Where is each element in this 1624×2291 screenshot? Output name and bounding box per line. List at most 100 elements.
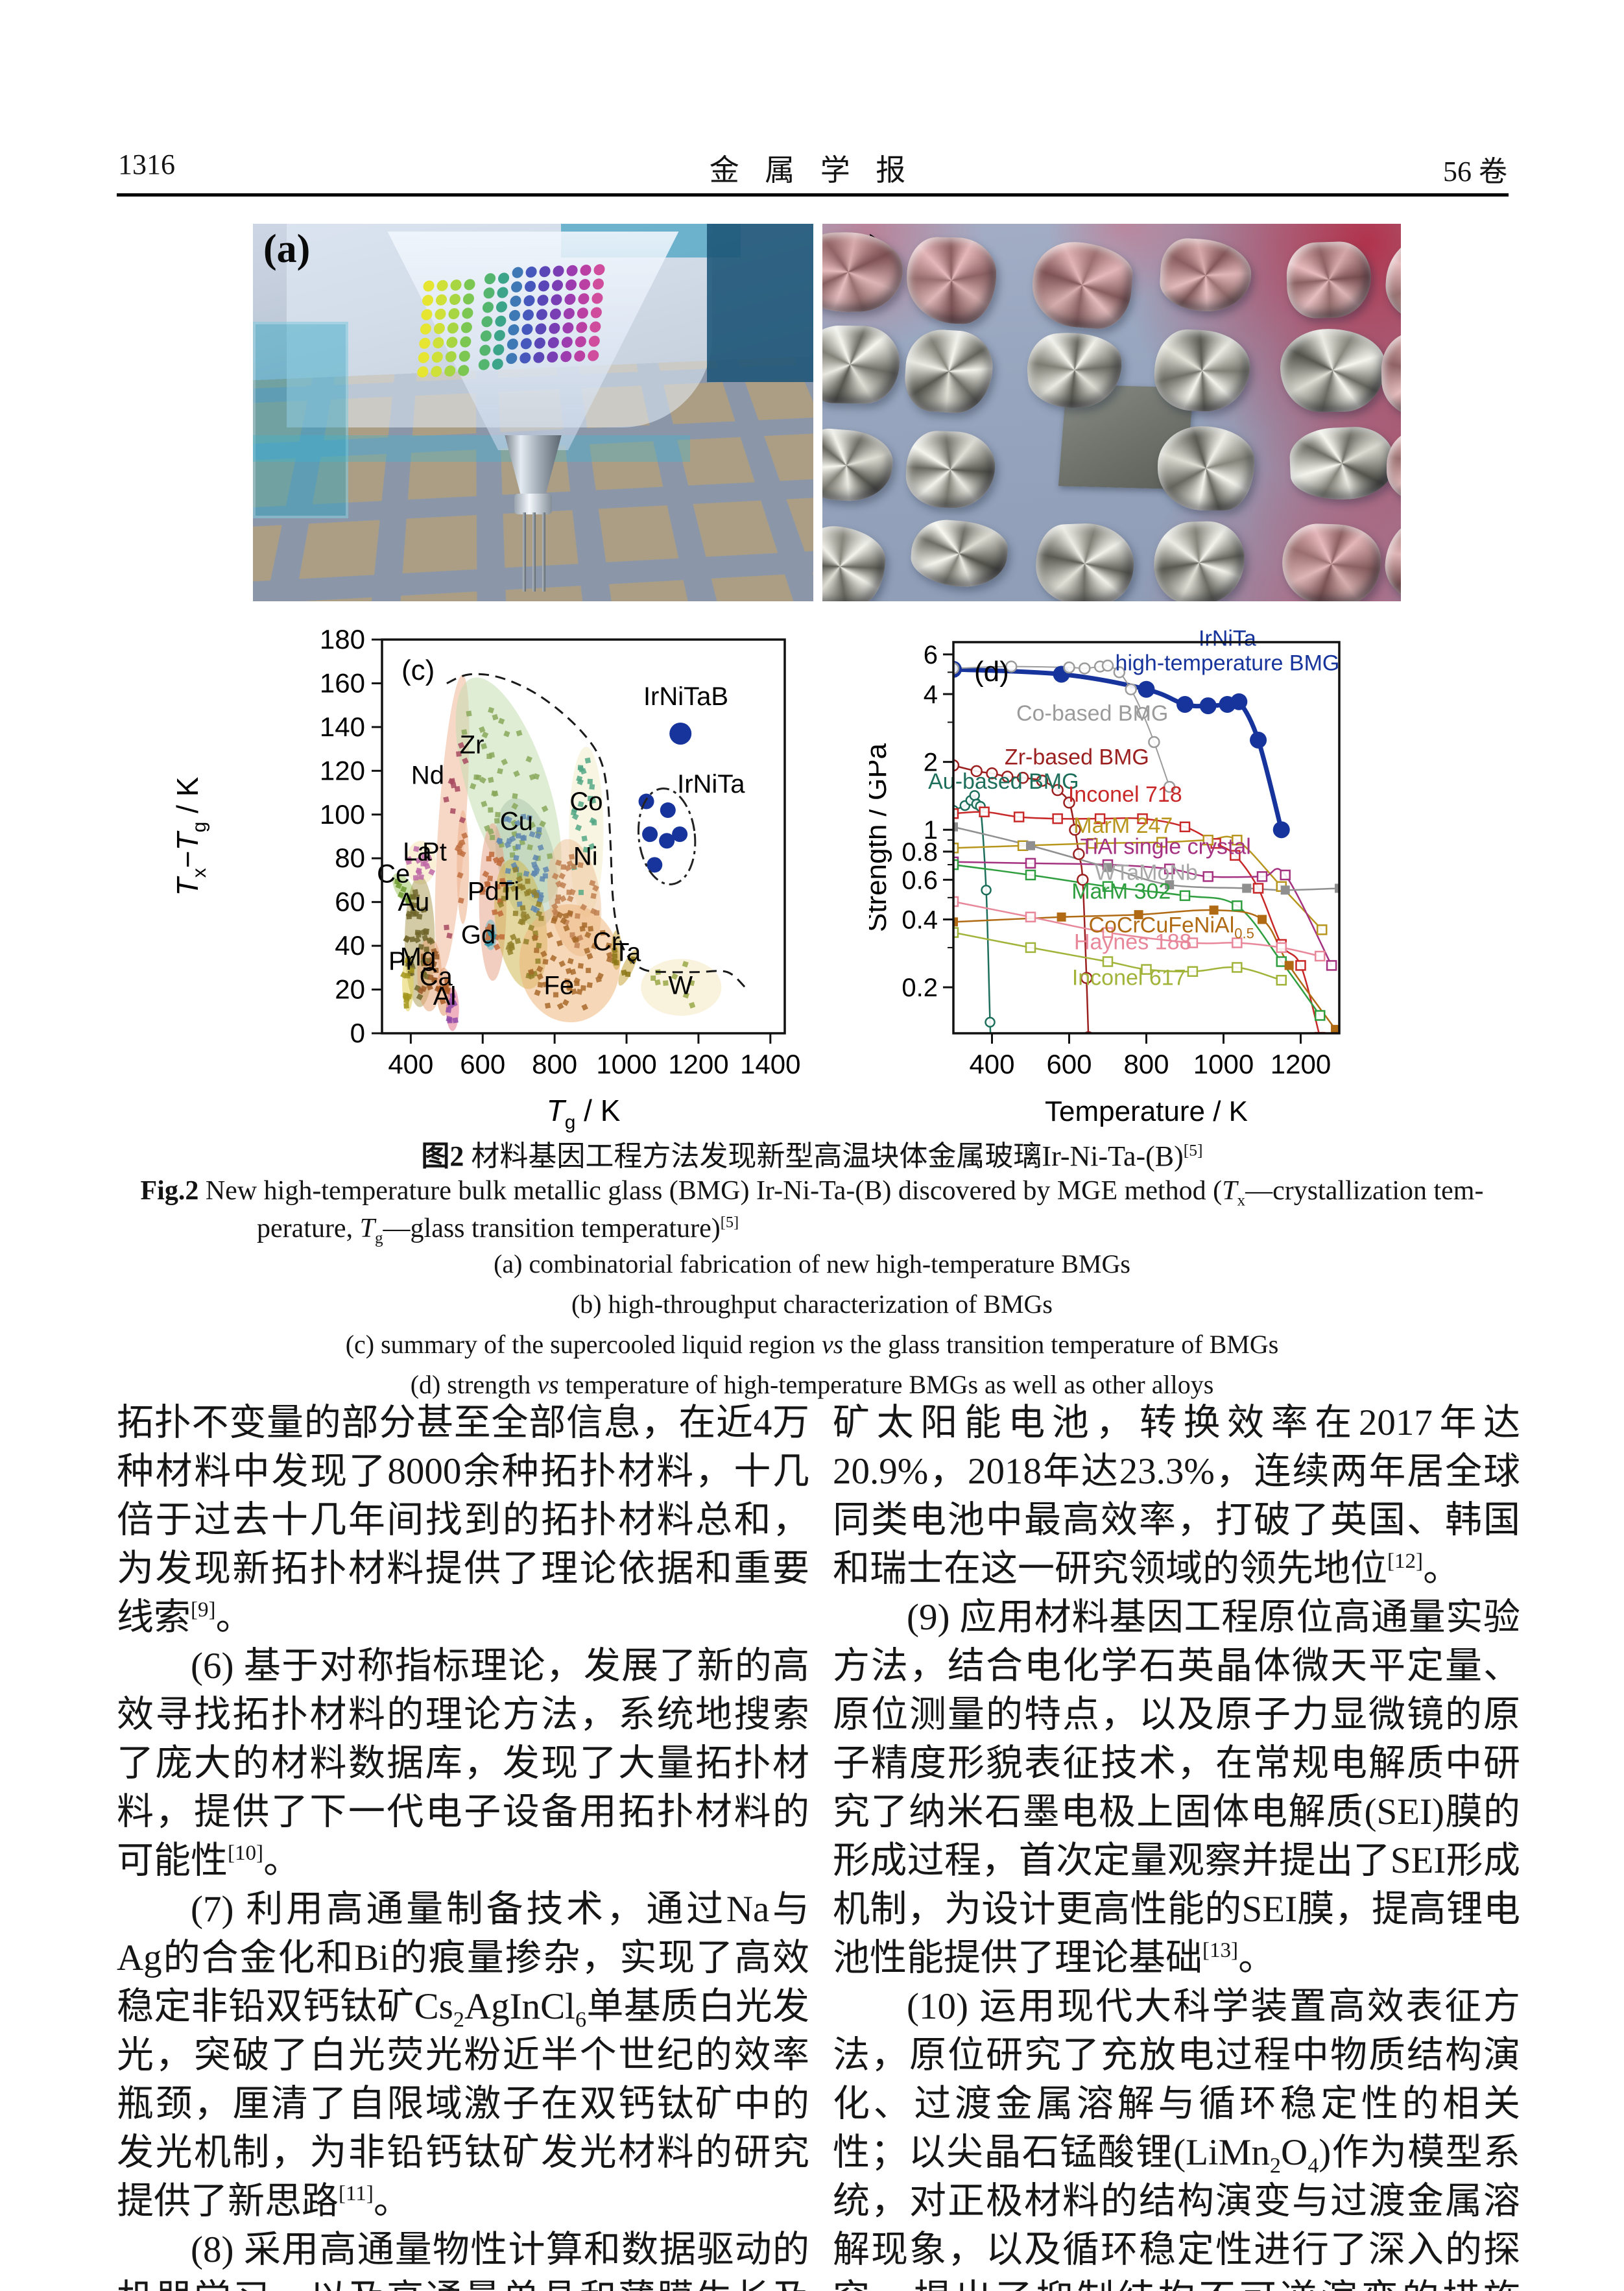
sample-dot <box>560 350 573 363</box>
svg-text:0.8: 0.8 <box>902 838 938 867</box>
svg-text:W: W <box>668 971 693 1000</box>
sample-dot <box>432 337 445 348</box>
svg-text:(d): (d) <box>974 656 1009 688</box>
bmg-sample-blob <box>905 236 997 325</box>
sample-dot <box>464 278 476 291</box>
svg-text:Au: Au <box>398 888 429 917</box>
sample-dot <box>478 358 490 370</box>
svg-text:600: 600 <box>1046 1049 1092 1079</box>
sample-dot <box>547 337 560 348</box>
sample-dot <box>479 344 492 356</box>
sample-dot <box>447 322 459 334</box>
sample-dot <box>497 286 509 298</box>
svg-text:1200: 1200 <box>1271 1049 1331 1079</box>
svg-text:40: 40 <box>335 930 365 961</box>
svg-text:400: 400 <box>388 1049 433 1079</box>
svg-text:Cr: Cr <box>593 928 620 956</box>
body-paragraph: (7) 利用高通量制备技术，通过Na与Ag的合金化和Bi的痕量掺杂，实现了高效稳… <box>117 1889 810 2222</box>
x-axis-label: Temperature / K <box>1045 1096 1248 1127</box>
sample-dot <box>416 366 429 378</box>
svg-text:Cu: Cu <box>500 807 533 835</box>
sample-dot <box>588 335 601 347</box>
sample-dot <box>419 337 431 349</box>
sample-dot <box>575 335 587 348</box>
sample-dot <box>549 307 562 320</box>
sample-dot <box>589 320 602 333</box>
svg-text:Co: Co <box>569 787 603 816</box>
sample-dot <box>532 351 545 363</box>
svg-text:Mg: Mg <box>400 942 436 971</box>
bmg-sample-blob <box>1288 426 1396 502</box>
svg-text:100: 100 <box>320 799 365 830</box>
svg-text:Co-based BMG: Co-based BMG <box>1016 701 1168 726</box>
bmg-sample-blob <box>1152 520 1247 601</box>
header-rule <box>117 193 1509 197</box>
sample-dot <box>462 293 475 305</box>
nozzle-collar <box>514 494 553 515</box>
bmg-sample-blob <box>909 517 1010 591</box>
svg-text:Inconel 718: Inconel 718 <box>1068 782 1182 807</box>
svg-text:0: 0 <box>350 1018 365 1048</box>
sample-dot <box>519 352 532 364</box>
sample-dot <box>492 343 505 355</box>
sample-dot <box>420 322 432 335</box>
sample-dot <box>462 307 474 319</box>
svg-text:600: 600 <box>460 1049 505 1079</box>
body-paragraph: 拓扑不变量的部分甚至全部信息，在近4万种材料中发现了8000余种拓扑材料，十几倍… <box>117 1402 809 1638</box>
figure-panel-a-photo: (a) <box>253 224 813 601</box>
sample-dot <box>508 324 520 335</box>
bmg-sample-blob <box>1034 522 1135 601</box>
svg-text:180: 180 <box>320 624 365 654</box>
sample-dot <box>497 272 510 284</box>
sample-dot <box>546 351 559 363</box>
bmg-sample-blob <box>1383 234 1401 327</box>
sample-dot <box>435 294 448 306</box>
sample-dot <box>449 293 461 305</box>
svg-text:2: 2 <box>924 749 938 777</box>
svg-text:0.6: 0.6 <box>902 866 938 894</box>
subcaption-b: (b) high-throughput characterization of … <box>571 1289 1053 1319</box>
sample-dot <box>430 365 443 377</box>
sample-dot <box>510 280 523 293</box>
sample-dot <box>450 279 462 291</box>
sample-dot <box>422 294 434 306</box>
svg-text:400: 400 <box>969 1049 1014 1079</box>
sample-dot <box>421 308 433 320</box>
svg-text:Au-based BMG: Au-based BMG <box>928 769 1079 794</box>
teal-beam <box>253 435 690 462</box>
svg-text:Ta: Ta <box>614 939 641 967</box>
svg-text:1200: 1200 <box>668 1049 728 1079</box>
svg-text:60: 60 <box>335 887 365 917</box>
sample-dot <box>480 330 492 342</box>
sample-dot <box>564 293 577 305</box>
body-paragraph: 矿太阳能电池，转换效率在2017年达20.9%，2018年达23.3%，连续两年… <box>833 1402 1520 1589</box>
sample-dot <box>593 263 606 276</box>
svg-text:800: 800 <box>1123 1049 1169 1079</box>
svg-text:160: 160 <box>320 667 365 698</box>
sample-dot <box>566 264 579 276</box>
sample-dot <box>423 280 435 292</box>
svg-text:TiAl single crystal: TiAl single crystal <box>1081 835 1251 859</box>
sample-dot <box>536 308 548 320</box>
element-regions <box>392 675 722 1031</box>
sample-dot <box>448 307 460 319</box>
composition-dot-array <box>416 262 608 378</box>
data-series <box>953 659 1339 1033</box>
subcaption-a: (a) combinatorial fabrication of new hig… <box>494 1249 1130 1278</box>
svg-text:140: 140 <box>320 712 365 742</box>
body-column-left: 拓扑不变量的部分甚至全部信息，在近4万种材料中发现了8000余种拓扑材料，十几倍… <box>117 1398 809 2291</box>
bmg-sample-blob <box>902 328 995 416</box>
bmg-sample-blob <box>1158 236 1253 314</box>
irnita-highlights: IrNiTaB IrNiTa <box>637 682 745 885</box>
panel-a-label: (a) <box>263 227 311 271</box>
sample-dot <box>590 306 603 318</box>
svg-text:0.2: 0.2 <box>902 974 938 1002</box>
bmg-sample-blob <box>1387 427 1401 503</box>
sample-dot <box>534 337 546 349</box>
dark-panel <box>706 224 813 383</box>
sample-dot <box>592 278 604 290</box>
bmg-sample-blob <box>1029 238 1135 331</box>
bmg-sample-blob <box>822 325 900 405</box>
svg-text:IrNiTa: IrNiTa <box>677 770 745 798</box>
